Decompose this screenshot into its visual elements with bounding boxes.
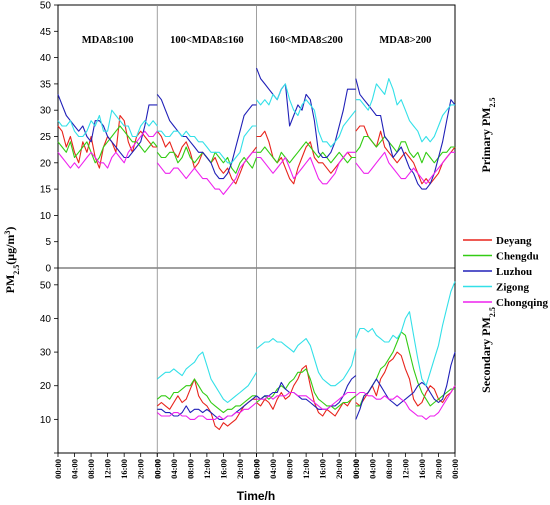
primary-y-axis: 0 5 10 15 20 25 30 35 40 45 50 <box>40 1 58 275</box>
x-axis-ticks: 00:00 04:00 08:00 12:00 16:00 20:00 00:00 00:00… <box>53 453 460 479</box>
y-tick-label: 20 <box>40 381 52 392</box>
secondary-line-chongqing <box>355 385 456 420</box>
x-tick-label: 16:00 <box>417 459 427 479</box>
primary-line-chengdu <box>256 141 356 164</box>
secondary-line-chongqing <box>256 391 356 410</box>
primary-line-chongqing <box>256 151 356 185</box>
x-tick-label: 00:00 <box>450 459 460 479</box>
primary-line-chengdu <box>57 125 158 164</box>
y-tick-label: 0 <box>45 264 51 275</box>
y-tick-label: 10 <box>40 211 52 222</box>
x-tick-label: 08:00 <box>384 459 394 479</box>
primary-line-zigong <box>57 109 158 138</box>
primary-line-zigong <box>157 125 257 164</box>
x-tick-label: 20:00 <box>334 459 344 479</box>
secondary-line-luzhou <box>256 375 357 410</box>
primary-line-chongqing <box>156 151 257 195</box>
secondary-line-chongqing <box>156 402 257 420</box>
secondary-panel-label: Secondary PM2.5 <box>479 307 497 393</box>
secondary-line-chengdu <box>156 378 257 414</box>
y-tick-label: 5 <box>45 237 51 248</box>
x-tick-label: 08:00 <box>185 459 195 479</box>
x-axis-title: Time/h <box>237 489 275 503</box>
y-tick-label: 50 <box>40 280 52 291</box>
secondary-series <box>156 281 456 431</box>
x-tick-label: 08:00 <box>285 459 295 479</box>
x-tick-label: 00:00 <box>351 459 361 479</box>
secondary-line-luzhou <box>355 351 456 420</box>
legend: Deyang Chengdu Luzhou Zigong Chongqing <box>463 235 548 309</box>
condition-label: MDA8>200 <box>379 35 431 46</box>
primary-line-deyang <box>256 130 356 185</box>
primary-line-luzhou <box>156 94 257 180</box>
primary-line-chongqing <box>57 130 158 169</box>
primary-line-luzhou <box>355 78 456 190</box>
condition-label: 160<MDA8≤200 <box>269 35 343 46</box>
x-tick-label: 20:00 <box>433 459 443 479</box>
primary-line-zigong <box>355 78 455 143</box>
primary-line-zigong <box>256 83 357 148</box>
y-tick-label: 15 <box>40 185 52 196</box>
x-tick-label: 00:00 <box>152 459 162 479</box>
x-tick-label: 12:00 <box>400 459 410 479</box>
legend-label: Deyang <box>496 235 532 247</box>
y-tick-label: 40 <box>40 53 52 64</box>
condition-label: MDA8≤100 <box>82 35 134 46</box>
x-tick-label: 04:00 <box>367 459 377 479</box>
y-tick-label: 50 <box>40 1 52 12</box>
y-axis-title: PM2.5(μg/m3) <box>3 227 21 294</box>
x-tick-label: 16:00 <box>318 459 328 479</box>
legend-label: Zigong <box>496 282 530 294</box>
x-tick-label: 20:00 <box>235 459 245 479</box>
y-tick-label: 45 <box>40 27 52 38</box>
x-tick-label: 16:00 <box>119 459 129 479</box>
condition-labels: MDA8≤100 100<MDA8≤160 160<MDA8≤200 MDA8>200 <box>82 35 432 46</box>
x-tick-label: 00:00 <box>152 459 162 479</box>
x-tick-label: 12:00 <box>103 459 113 479</box>
secondary-y-axis: 10 20 30 40 50 <box>40 280 58 454</box>
y-tick-label: 30 <box>40 106 52 117</box>
primary-line-luzhou <box>57 94 158 159</box>
legend-label: Chongqing <box>496 297 548 309</box>
y-tick-label: 10 <box>40 415 52 426</box>
x-tick-label: 00:00 <box>351 459 361 479</box>
y-tick-label: 30 <box>40 348 52 359</box>
x-tick-label: 20:00 <box>136 459 146 479</box>
legend-label: Luzhou <box>496 266 532 278</box>
primary-panel-label: Primary PM2.5 <box>479 98 497 173</box>
x-tick-label: 12:00 <box>202 459 212 479</box>
x-tick-label: 00:00 <box>252 459 262 479</box>
secondary-line-deyang <box>256 364 357 417</box>
condition-label: 100<MDA8≤160 <box>170 35 244 46</box>
primary-line-chongqing <box>355 151 455 185</box>
secondary-line-zigong <box>355 281 456 387</box>
secondary-line-zigong <box>256 338 357 387</box>
secondary-line-zigong <box>156 351 257 404</box>
y-tick-label: 35 <box>40 79 52 90</box>
secondary-line-luzhou <box>157 395 257 420</box>
x-tick-label: 16:00 <box>218 459 228 479</box>
x-tick-label: 00:00 <box>53 459 63 479</box>
y-tick-label: 40 <box>40 314 52 325</box>
x-tick-label: 04:00 <box>70 459 80 479</box>
x-tick-label: 08:00 <box>86 459 96 479</box>
legend-label: Chengdu <box>496 251 539 263</box>
x-tick-label: 12:00 <box>301 459 311 479</box>
y-tick-label: 25 <box>40 132 52 143</box>
primary-series <box>57 67 456 195</box>
y-tick-label: 20 <box>40 158 52 169</box>
x-tick-label: 00:00 <box>252 459 262 479</box>
x-tick-label: 04:00 <box>268 459 278 479</box>
x-tick-label: 04:00 <box>169 459 179 479</box>
secondary-line-chengdu <box>256 368 357 410</box>
primary-line-luzhou <box>255 67 356 159</box>
